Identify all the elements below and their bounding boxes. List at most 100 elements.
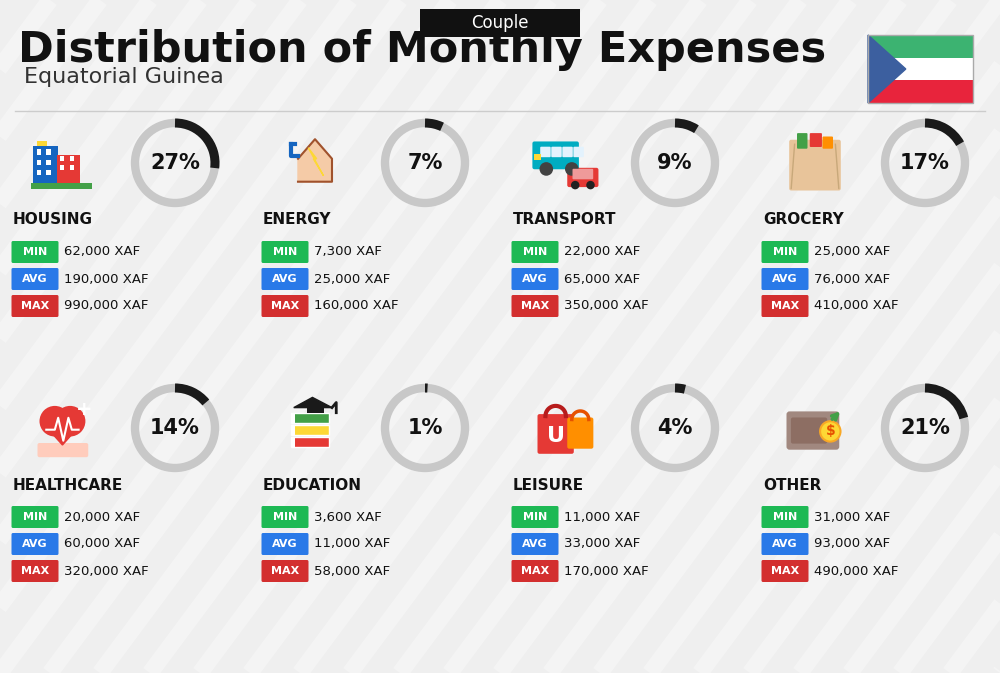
FancyBboxPatch shape — [12, 268, 58, 290]
FancyBboxPatch shape — [70, 156, 74, 162]
Text: Distribution of Monthly Expenses: Distribution of Monthly Expenses — [18, 29, 826, 71]
FancyBboxPatch shape — [46, 160, 51, 165]
FancyBboxPatch shape — [512, 295, 558, 317]
FancyBboxPatch shape — [37, 141, 47, 146]
Text: 4%: 4% — [657, 418, 693, 438]
FancyBboxPatch shape — [12, 560, 58, 582]
FancyBboxPatch shape — [38, 443, 88, 457]
Text: 65,000 XAF: 65,000 XAF — [564, 273, 640, 285]
FancyBboxPatch shape — [37, 149, 41, 155]
Text: 93,000 XAF: 93,000 XAF — [814, 538, 890, 551]
Circle shape — [40, 406, 70, 437]
Circle shape — [565, 162, 579, 176]
FancyBboxPatch shape — [291, 425, 295, 435]
Text: 62,000 XAF: 62,000 XAF — [64, 246, 140, 258]
FancyBboxPatch shape — [573, 147, 584, 157]
FancyBboxPatch shape — [762, 506, 808, 528]
FancyBboxPatch shape — [291, 425, 329, 435]
FancyBboxPatch shape — [868, 35, 973, 58]
Text: TRANSPORT: TRANSPORT — [513, 213, 616, 227]
Text: 33,000 XAF: 33,000 XAF — [564, 538, 640, 551]
Text: MAX: MAX — [521, 301, 549, 311]
Text: 9%: 9% — [657, 153, 693, 173]
FancyBboxPatch shape — [822, 137, 833, 149]
Text: 31,000 XAF: 31,000 XAF — [814, 511, 890, 524]
Text: U: U — [547, 427, 565, 446]
Text: MIN: MIN — [523, 247, 547, 257]
FancyBboxPatch shape — [789, 140, 841, 190]
FancyBboxPatch shape — [12, 241, 58, 263]
Text: MAX: MAX — [271, 301, 299, 311]
Text: MIN: MIN — [273, 247, 297, 257]
FancyBboxPatch shape — [572, 169, 593, 179]
Text: MIN: MIN — [773, 512, 797, 522]
Text: 190,000 XAF: 190,000 XAF — [64, 273, 148, 285]
Text: 320,000 XAF: 320,000 XAF — [64, 565, 149, 577]
Text: 58,000 XAF: 58,000 XAF — [314, 565, 390, 577]
Text: 14%: 14% — [150, 418, 200, 438]
Text: 22,000 XAF: 22,000 XAF — [564, 246, 640, 258]
FancyBboxPatch shape — [512, 506, 558, 528]
FancyBboxPatch shape — [262, 533, 308, 555]
Text: AVG: AVG — [272, 274, 298, 284]
FancyBboxPatch shape — [538, 414, 574, 454]
Text: 11,000 XAF: 11,000 XAF — [314, 538, 390, 551]
Text: EDUCATION: EDUCATION — [263, 478, 362, 493]
FancyBboxPatch shape — [12, 506, 58, 528]
FancyBboxPatch shape — [868, 80, 973, 103]
Text: 7,300 XAF: 7,300 XAF — [314, 246, 382, 258]
Polygon shape — [791, 144, 839, 187]
Text: MAX: MAX — [21, 566, 49, 576]
Polygon shape — [298, 139, 332, 182]
FancyBboxPatch shape — [70, 165, 74, 170]
Text: MAX: MAX — [521, 566, 549, 576]
Circle shape — [540, 162, 553, 176]
FancyBboxPatch shape — [12, 533, 58, 555]
Text: GROCERY: GROCERY — [763, 213, 844, 227]
Text: +: + — [75, 400, 92, 419]
FancyBboxPatch shape — [60, 165, 64, 170]
Text: 170,000 XAF: 170,000 XAF — [564, 565, 649, 577]
FancyBboxPatch shape — [291, 413, 295, 423]
Polygon shape — [294, 397, 332, 408]
FancyBboxPatch shape — [762, 533, 808, 555]
FancyBboxPatch shape — [532, 141, 579, 169]
FancyBboxPatch shape — [512, 533, 558, 555]
FancyBboxPatch shape — [534, 153, 541, 160]
Text: 17%: 17% — [900, 153, 950, 173]
FancyBboxPatch shape — [262, 506, 308, 528]
FancyBboxPatch shape — [762, 295, 808, 317]
FancyBboxPatch shape — [291, 413, 329, 423]
Polygon shape — [868, 35, 906, 103]
FancyBboxPatch shape — [37, 170, 41, 175]
Text: LEISURE: LEISURE — [513, 478, 584, 493]
Polygon shape — [41, 421, 84, 445]
Text: MIN: MIN — [773, 247, 797, 257]
Text: OTHER: OTHER — [763, 478, 821, 493]
FancyBboxPatch shape — [262, 268, 308, 290]
Text: AVG: AVG — [22, 539, 48, 549]
FancyBboxPatch shape — [33, 146, 58, 187]
Text: MAX: MAX — [771, 566, 799, 576]
Text: 21%: 21% — [900, 418, 950, 438]
Text: 25,000 XAF: 25,000 XAF — [814, 246, 890, 258]
FancyBboxPatch shape — [567, 168, 598, 187]
Text: $: $ — [825, 425, 835, 438]
Circle shape — [55, 406, 85, 437]
Text: MIN: MIN — [523, 512, 547, 522]
Text: MAX: MAX — [771, 301, 799, 311]
FancyBboxPatch shape — [567, 417, 593, 449]
Text: MAX: MAX — [271, 566, 299, 576]
Text: AVG: AVG — [272, 539, 298, 549]
Circle shape — [571, 181, 579, 189]
FancyBboxPatch shape — [762, 560, 808, 582]
FancyBboxPatch shape — [56, 155, 80, 187]
FancyBboxPatch shape — [37, 160, 41, 165]
Circle shape — [820, 421, 840, 441]
Text: 25,000 XAF: 25,000 XAF — [314, 273, 390, 285]
FancyBboxPatch shape — [562, 147, 573, 157]
Text: 7%: 7% — [407, 153, 443, 173]
Text: Couple: Couple — [471, 14, 529, 32]
FancyBboxPatch shape — [306, 406, 324, 413]
Text: 20,000 XAF: 20,000 XAF — [64, 511, 140, 524]
